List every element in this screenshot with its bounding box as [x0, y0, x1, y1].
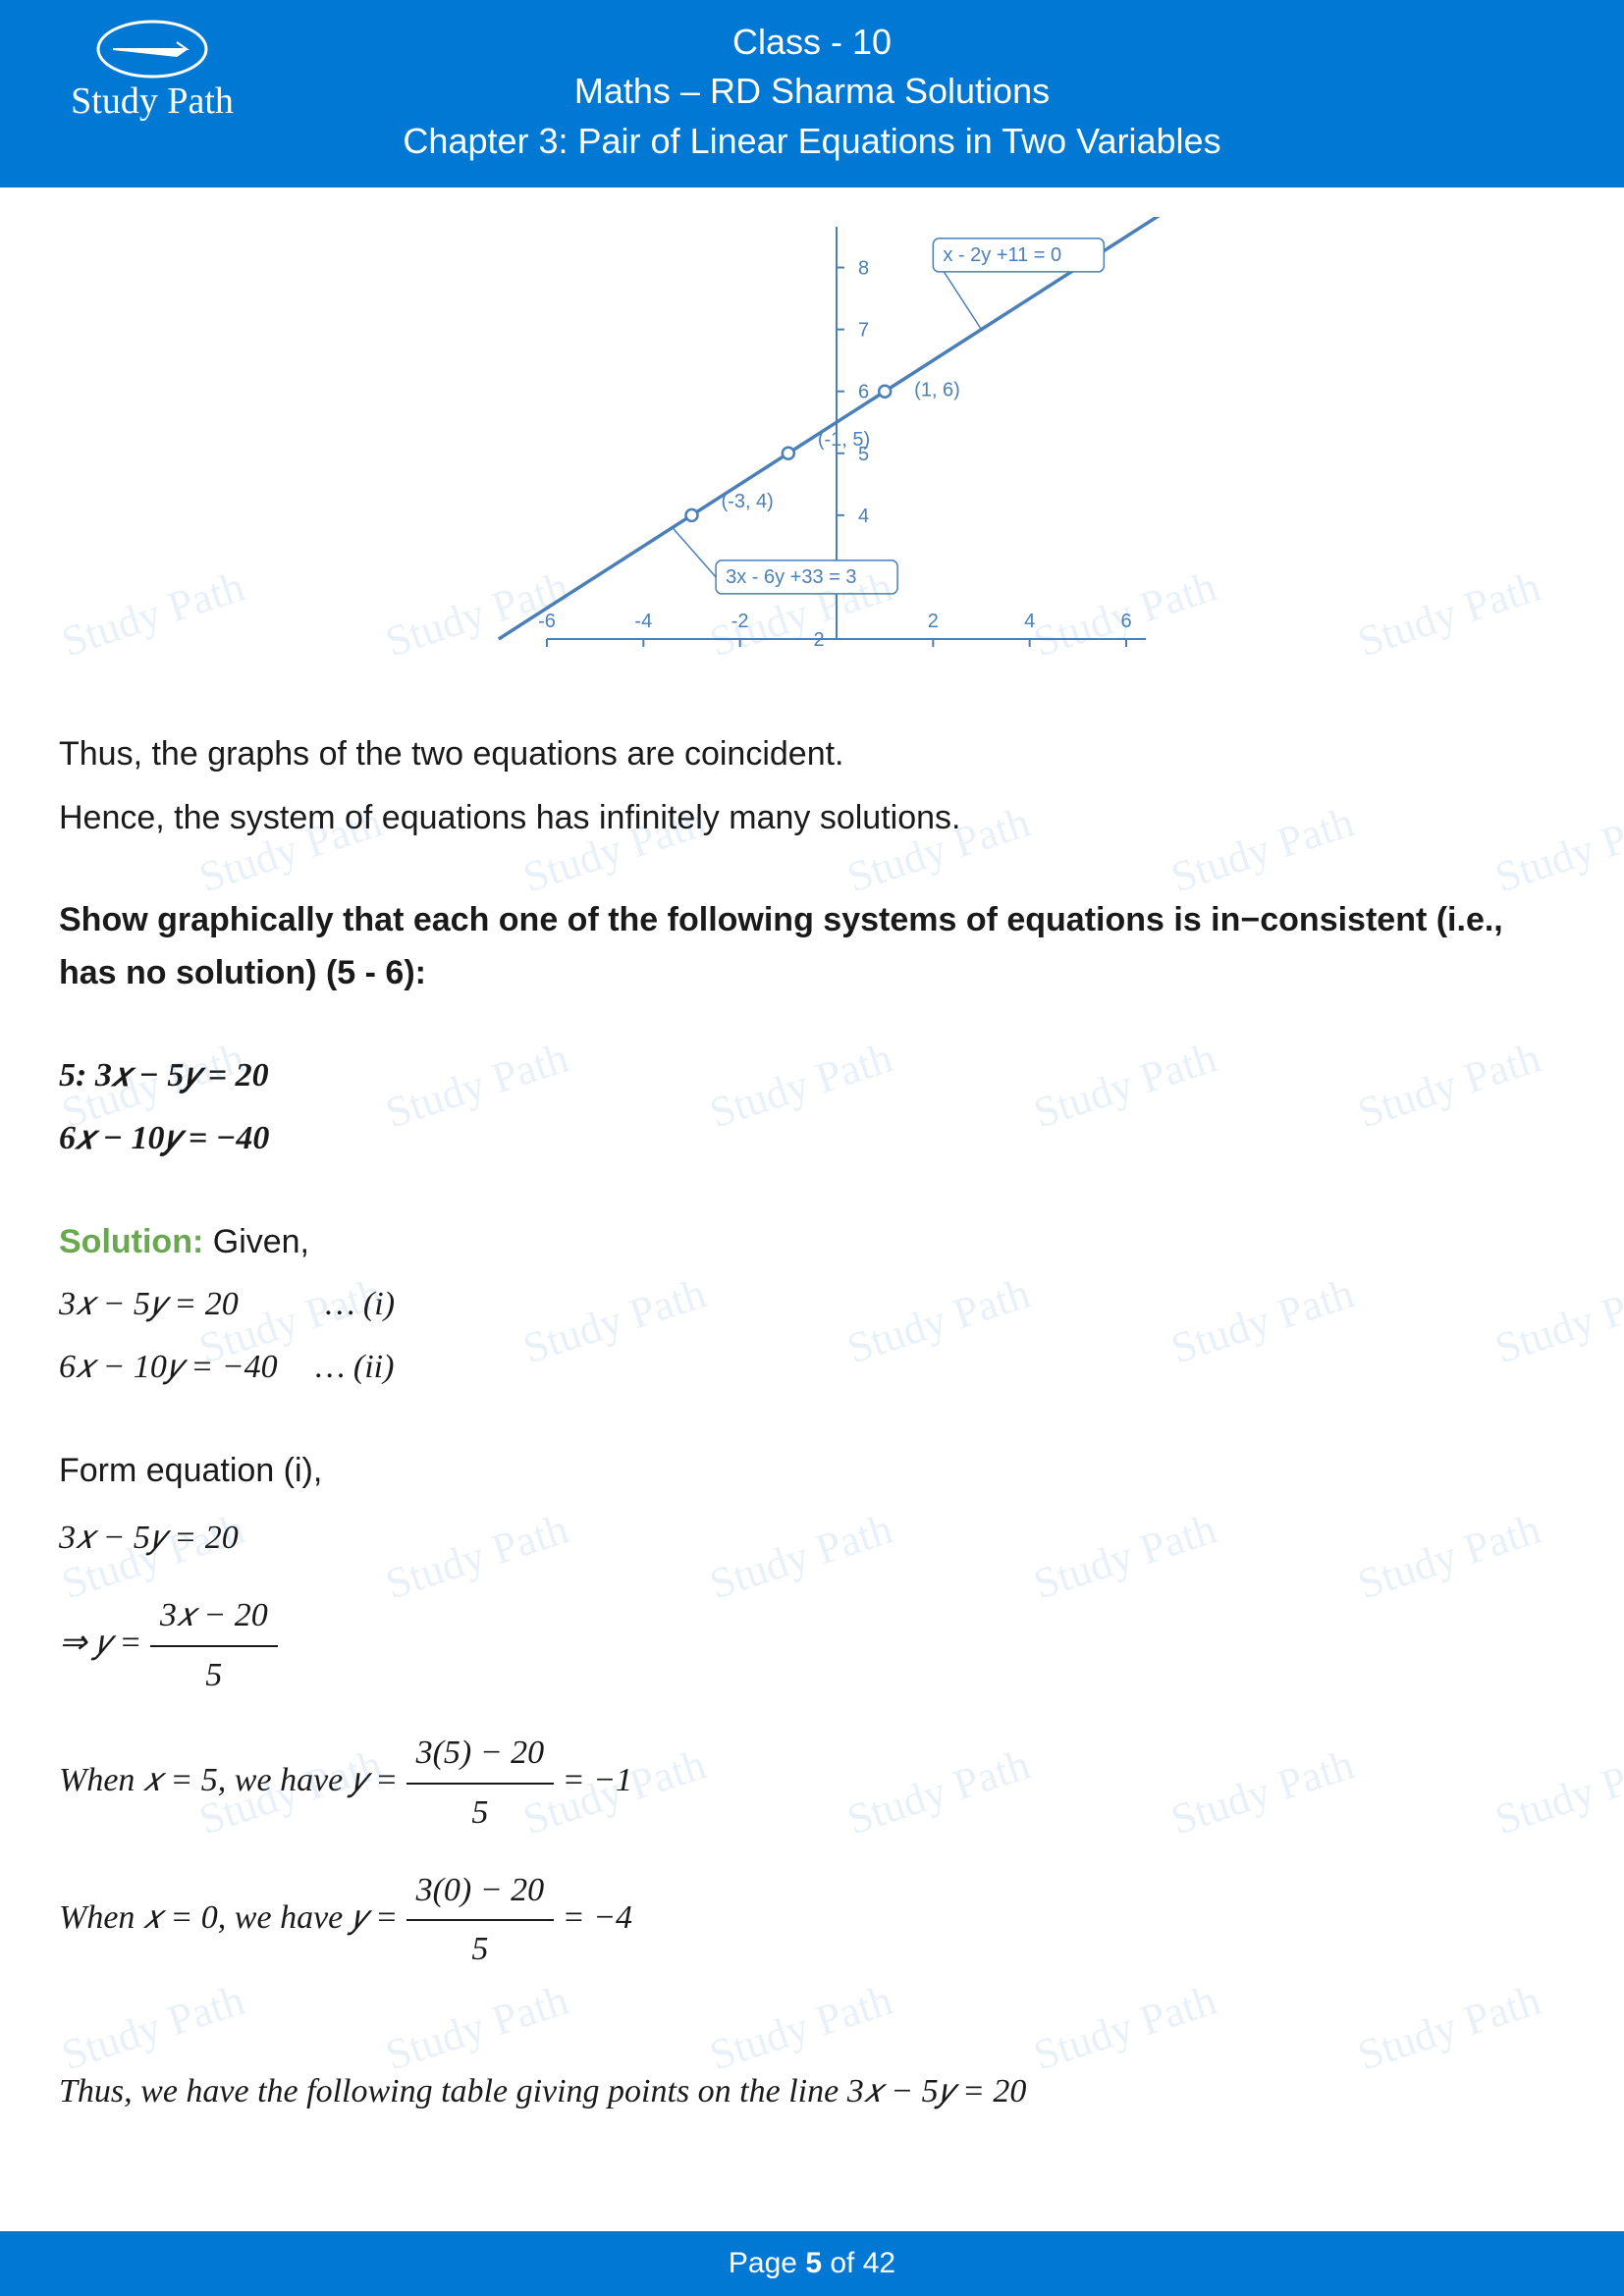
when-x-5: When 𝑥 = 5, we have 𝑦 = 3(5) − 20 5 = −1 — [59, 1727, 1565, 1840]
conclusion-2: Hence, the system of equations has infin… — [59, 791, 1565, 844]
eq-ii-tag: … (ii) — [315, 1349, 394, 1385]
when-x0-b: = −4 — [563, 1899, 632, 1936]
when-x0-a: When 𝑥 = 0, we have 𝑦 = — [59, 1899, 398, 1936]
svg-text:4: 4 — [858, 506, 869, 527]
frac3-num: 3(0) − 20 — [406, 1864, 555, 1921]
frac2-num: 3(5) − 20 — [406, 1727, 555, 1784]
eq-ii: 6𝑥 − 10𝑦 = −40 … (ii) — [59, 1341, 1565, 1394]
eq-i: 3𝑥 − 5𝑦 = 20 … (i) — [59, 1278, 1565, 1331]
form-equation: Form equation (i), — [59, 1444, 1565, 1497]
graph: -6-4-22463456782(-3, 4)(-1, 5)(1, 6)x - … — [459, 217, 1165, 688]
page-total: 42 — [863, 2247, 895, 2279]
fraction-2: 3(5) − 20 5 — [406, 1727, 555, 1840]
implies-text: ⇒ 𝑦 = — [59, 1626, 141, 1662]
fraction-1: 3𝑥 − 20 5 — [150, 1589, 278, 1702]
content-area: -6-4-22463456782(-3, 4)(-1, 5)(1, 6)x - … — [0, 187, 1624, 2118]
eq-i-text: 3𝑥 − 5𝑦 = 20 — [59, 1286, 239, 1322]
svg-text:2: 2 — [928, 611, 939, 632]
svg-text:6: 6 — [858, 382, 869, 403]
frac3-den: 5 — [461, 1921, 498, 1976]
svg-text:(1, 6): (1, 6) — [914, 380, 960, 401]
svg-text:-4: -4 — [634, 611, 652, 632]
svg-text:7: 7 — [858, 320, 869, 342]
frac1-num: 3𝑥 − 20 — [150, 1589, 278, 1646]
question-heading: Show graphically that each one of the fo… — [59, 893, 1565, 1000]
table-intro: Thus, we have the following table giving… — [59, 2065, 1565, 2118]
fraction-3: 3(0) − 20 5 — [406, 1864, 555, 1977]
page-mid: of — [822, 2247, 863, 2279]
logo-text: Study Path — [71, 80, 234, 122]
svg-text:6: 6 — [1120, 611, 1131, 632]
page-label-pre: Page — [729, 2247, 805, 2279]
frac1-den: 5 — [195, 1647, 232, 1702]
svg-text:-2: -2 — [731, 611, 749, 632]
svg-text:2: 2 — [813, 629, 824, 651]
when-x-0: When 𝑥 = 0, we have 𝑦 = 3(0) − 20 5 = −4 — [59, 1864, 1565, 1977]
graph-container: -6-4-22463456782(-3, 4)(-1, 5)(1, 6)x - … — [59, 217, 1565, 688]
when-x5-a: When 𝑥 = 5, we have 𝑦 = — [59, 1762, 398, 1798]
conclusion-1: Thus, the graphs of the two equations ar… — [59, 727, 1565, 780]
eq-ii-text: 6𝑥 − 10𝑦 = −40 — [59, 1349, 278, 1385]
solution-label: Solution: — [59, 1223, 203, 1260]
page-header: Study Path Class - 10 Maths – RD Sharma … — [0, 0, 1624, 187]
svg-text:8: 8 — [858, 258, 869, 280]
frac2-den: 5 — [461, 1785, 498, 1840]
when-x5-b: = −1 — [563, 1762, 632, 1798]
svg-text:(-1, 5): (-1, 5) — [818, 429, 870, 451]
svg-text:x - 2y +11 = 0: x - 2y +11 = 0 — [943, 244, 1061, 266]
eq-repeat: 3𝑥 − 5𝑦 = 20 — [59, 1512, 1565, 1565]
q5-equation-2: 6𝑥 − 10𝑦 = −40 — [59, 1112, 1565, 1165]
solution-line: Solution: Given, — [59, 1215, 1565, 1268]
svg-text:3x - 6y +33 = 3: 3x - 6y +33 = 3 — [726, 566, 856, 588]
page-current: 5 — [805, 2247, 822, 2279]
given-word: Given, — [203, 1223, 309, 1260]
eq-i-tag: … (i) — [325, 1286, 395, 1322]
svg-text:4: 4 — [1024, 611, 1035, 632]
svg-text:(-3, 4): (-3, 4) — [722, 491, 774, 512]
page-footer: Page 5 of 42 — [0, 2231, 1624, 2296]
q5-equation-1: 5: 3𝑥 − 5𝑦 = 20 — [59, 1049, 1565, 1102]
derivation-y: ⇒ 𝑦 = 3𝑥 − 20 5 — [59, 1589, 1565, 1702]
logo: Study Path — [59, 15, 245, 133]
